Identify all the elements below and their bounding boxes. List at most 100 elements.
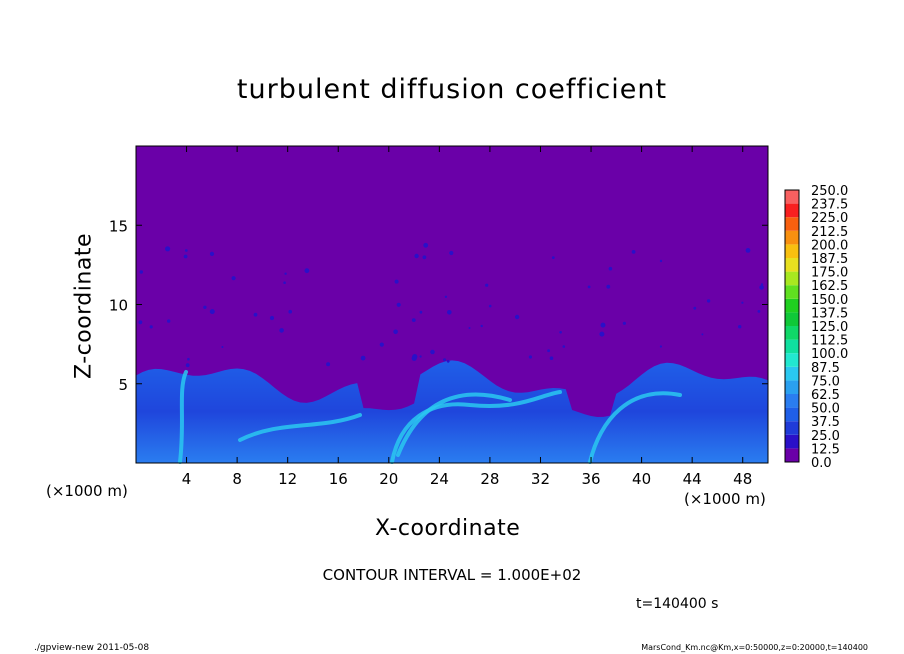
small-eddy — [419, 310, 423, 314]
x-tick-label: 24 — [430, 470, 449, 488]
small-eddy — [741, 301, 744, 304]
turbulent-eddy — [396, 392, 512, 457]
y-tick-label: 10 — [109, 297, 128, 315]
small-eddy — [414, 253, 419, 259]
colorbar-swatch — [785, 434, 799, 449]
colorbar-swatch — [785, 298, 799, 313]
colorbar-label: 237.5 — [811, 198, 848, 213]
small-eddy — [449, 250, 454, 256]
small-eddy — [706, 299, 711, 303]
x-tick-label: 16 — [329, 470, 348, 488]
small-eddy — [760, 283, 764, 286]
colorbar-label: 125.0 — [811, 320, 848, 335]
x-tick-label: 20 — [379, 470, 398, 488]
small-eddy — [759, 285, 764, 290]
turbulence-field — [136, 242, 768, 464]
small-eddy — [187, 357, 190, 361]
small-eddy — [551, 256, 555, 259]
y-axis: 5 10 15 — [109, 217, 768, 394]
x-tick-label: 12 — [278, 470, 297, 488]
turbulent-eddy — [390, 390, 562, 464]
footer-left: ./gpview-new 2011-05-08 — [34, 643, 150, 653]
colorbar-label: 225.0 — [811, 211, 848, 226]
small-eddy — [631, 250, 636, 254]
small-eddy — [559, 331, 562, 334]
small-eddy — [659, 345, 663, 348]
colorbar-swatch — [785, 271, 799, 286]
small-eddy — [547, 349, 550, 353]
colorbar-label: 100.0 — [811, 347, 848, 362]
small-eddy — [209, 251, 215, 256]
colorbar-swatch — [785, 380, 799, 394]
colorbar: 0.012.525.037.550.062.575.087.5100.0112.… — [784, 184, 848, 471]
colorbar-swatch — [785, 366, 799, 381]
y-tick-label: 5 — [118, 376, 128, 394]
colorbar-swatch — [785, 339, 799, 354]
small-eddy — [587, 285, 591, 289]
small-eddy — [468, 327, 471, 329]
colorbar-label: 75.0 — [811, 374, 840, 389]
colorbar-label: 150.0 — [811, 293, 848, 308]
small-eddy — [288, 309, 293, 314]
small-eddy — [528, 355, 533, 359]
small-eddy — [745, 248, 751, 253]
boundary-layer-region — [136, 360, 768, 463]
x-tick-label: 32 — [531, 470, 550, 488]
colorbar-frame — [784, 189, 800, 463]
small-eddy — [394, 279, 399, 284]
small-eddy — [138, 320, 143, 325]
small-eddy — [608, 266, 613, 271]
small-eddy — [443, 358, 447, 362]
small-eddy — [279, 328, 284, 333]
small-eddy — [203, 305, 207, 309]
small-eddy — [514, 314, 520, 320]
colorbar-swatch — [785, 312, 799, 326]
small-eddy — [447, 310, 452, 315]
colorbar-swatch — [785, 190, 799, 204]
small-eddy — [599, 331, 605, 337]
colorbar-swatch — [785, 285, 799, 299]
footer-right: MarsCond_Km.nc@Km,x=0:50000,z=0:20000,t=… — [641, 643, 868, 652]
small-eddy — [253, 312, 258, 317]
small-eddy — [738, 325, 742, 329]
small-eddy — [139, 270, 143, 274]
colorbar-swatch — [785, 230, 799, 245]
x-tick-label: 48 — [733, 470, 752, 488]
colorbar-swatch — [785, 394, 799, 408]
small-eddy — [562, 345, 566, 348]
small-eddy — [209, 309, 215, 315]
small-eddy — [549, 356, 554, 361]
x-unit-label-left: (×1000 m) — [46, 482, 128, 500]
contour-interval-note: CONTOUR INTERVAL = 1.000E+02 — [322, 566, 582, 584]
small-eddy — [701, 333, 704, 336]
small-eddy — [430, 349, 435, 355]
small-eddy — [326, 362, 331, 367]
small-eddy — [480, 324, 483, 328]
colorbar-label: 62.5 — [811, 388, 840, 403]
small-eddy — [444, 295, 448, 298]
x-unit-label-right: (×1000 m) — [684, 490, 766, 508]
small-eddy — [184, 249, 188, 252]
small-eddy — [167, 319, 171, 323]
colorbar-label: 12.5 — [811, 442, 840, 457]
small-eddy — [231, 276, 236, 281]
small-eddy — [659, 259, 663, 263]
chart-title: turbulent diffusion coefficient — [236, 74, 668, 105]
colorbar-label: 0.0 — [811, 456, 832, 471]
small-eddy — [269, 315, 275, 321]
small-eddy — [149, 325, 153, 329]
colorbar-swatch — [785, 448, 799, 462]
colorbar-label: 175.0 — [811, 266, 848, 281]
colorbar-label: 25.0 — [811, 429, 840, 444]
colorbar-label: 87.5 — [811, 361, 840, 376]
small-eddy — [757, 310, 761, 313]
small-eddy — [283, 281, 286, 285]
x-tick-label: 44 — [683, 470, 702, 488]
x-tick-label: 36 — [581, 470, 600, 488]
colorbar-label: 187.5 — [811, 252, 848, 267]
colorbar-label: 162.5 — [811, 279, 848, 294]
colorbar-swatch — [785, 258, 799, 272]
small-eddy — [693, 306, 697, 310]
turbulent-eddy — [588, 391, 682, 464]
